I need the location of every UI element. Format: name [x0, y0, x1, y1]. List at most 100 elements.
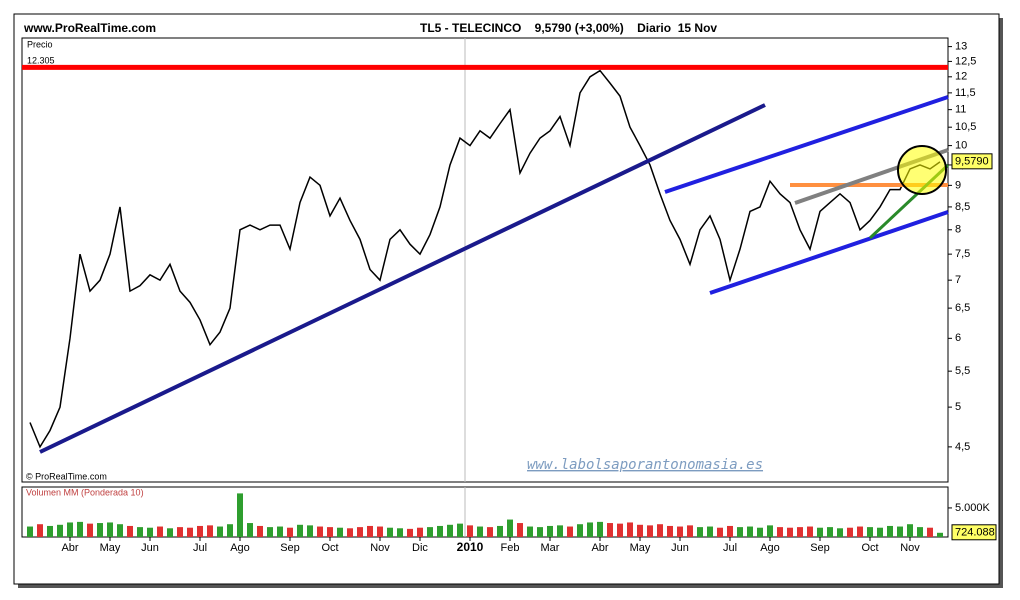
x-tick-label: Jun	[141, 542, 159, 554]
last-price-label: 9,5790	[955, 156, 989, 168]
volume-bar	[267, 527, 273, 537]
volume-bar	[277, 526, 283, 537]
volume-bar	[27, 526, 33, 537]
y-tick-label: 5,5	[955, 365, 970, 377]
volume-bar	[477, 526, 483, 537]
volume-bar	[37, 524, 43, 537]
volume-bar	[707, 526, 713, 537]
volume-bar	[137, 527, 143, 537]
volume-bar	[797, 527, 803, 537]
volume-bar	[607, 523, 613, 537]
volume-bar	[237, 493, 243, 537]
y-tick-label: 8	[955, 224, 961, 236]
y-tick-label: 7,5	[955, 248, 970, 260]
y-axis-label: Precio	[27, 39, 53, 49]
volume-bar	[597, 521, 603, 537]
volume-bar	[337, 527, 343, 537]
copyright: © ProRealTime.com	[26, 471, 107, 481]
volume-bar	[167, 528, 173, 537]
volume-bar	[737, 527, 743, 537]
volume-bar	[447, 524, 453, 537]
volume-bar	[547, 525, 553, 537]
volume-bar	[657, 524, 663, 537]
volume-bar	[467, 525, 473, 537]
y-tick-label: 12,5	[955, 55, 976, 67]
volume-bar	[257, 525, 263, 537]
volume-bar	[497, 525, 503, 537]
volume-bar	[527, 526, 533, 537]
volume-bar	[877, 527, 883, 537]
volume-bar	[427, 527, 433, 537]
volume-bar	[617, 523, 623, 537]
volume-bar	[147, 527, 153, 537]
volume-bar	[227, 524, 233, 537]
volume-bar	[347, 528, 353, 537]
marks: 1312,51211,51110,5109,598,587,576,565,55…	[22, 41, 997, 554]
volume-bar	[197, 525, 203, 537]
volume-bar	[817, 527, 823, 537]
x-tick-label: Mar	[541, 542, 560, 554]
volume-bar	[77, 521, 83, 537]
volume-bar	[397, 528, 403, 537]
volume-bar	[677, 526, 683, 537]
x-tick-label: 2010	[457, 540, 484, 554]
x-tick-label: Sep	[280, 542, 300, 554]
volume-bar	[917, 527, 923, 537]
volume-bar	[57, 524, 63, 537]
last-price-box	[951, 153, 993, 170]
volume-bar	[487, 527, 493, 537]
volume-bar	[457, 523, 463, 537]
volume-bar	[627, 522, 633, 537]
y-tick-label: 8,5	[955, 201, 970, 213]
y-tick-label: 6	[955, 332, 961, 344]
volume-bar	[807, 526, 813, 537]
last-volume-box	[951, 524, 997, 541]
price-line	[29, 69, 941, 449]
trendline	[664, 95, 949, 194]
reference-label: 12.305	[27, 56, 55, 66]
x-tick-label: Jul	[193, 542, 207, 554]
x-tick-label: Nov	[900, 542, 920, 554]
volume-bar	[927, 527, 933, 537]
volume-bar	[287, 527, 293, 537]
volume-bar	[507, 519, 513, 537]
x-tick-label: Jun	[671, 542, 689, 554]
volume-bar	[697, 527, 703, 537]
volume-bar	[157, 526, 163, 537]
volume-bar	[437, 525, 443, 537]
volume-bar	[567, 526, 573, 537]
volume-bar	[937, 532, 943, 537]
volume-bar	[787, 527, 793, 537]
volume-bar	[557, 525, 563, 537]
volume-bar	[717, 527, 723, 537]
y-tick-label: 6,5	[955, 302, 970, 314]
volume-bar	[827, 527, 833, 537]
x-tick-label: May	[100, 542, 121, 554]
volume-bar	[887, 525, 893, 537]
x-tick-label: Feb	[501, 542, 520, 554]
volume-bar	[727, 525, 733, 537]
volume-bar	[247, 523, 253, 537]
volume-bar	[537, 527, 543, 537]
volume-bar	[857, 526, 863, 537]
volume-bar	[47, 525, 53, 537]
volume-bar	[637, 524, 643, 537]
volume-bar	[867, 527, 873, 537]
volume-bar	[327, 527, 333, 537]
y-tick-label: 11	[955, 104, 966, 116]
x-tick-label: Ago	[760, 542, 780, 554]
volume-bar	[307, 525, 313, 537]
y-tick-label: 7	[955, 274, 961, 286]
volume-bar	[687, 525, 693, 537]
volume-panel	[21, 486, 949, 538]
price-panel	[21, 37, 949, 483]
x-tick-label: May	[630, 542, 651, 554]
y-tick-label: 13	[955, 41, 967, 53]
y-tick-label: 10,5	[955, 121, 976, 133]
volume-bar	[767, 525, 773, 537]
y-tick-label: 12	[955, 71, 967, 83]
volume-bar	[87, 523, 93, 537]
highlight-circle	[897, 145, 947, 195]
volume-bar	[907, 524, 913, 537]
